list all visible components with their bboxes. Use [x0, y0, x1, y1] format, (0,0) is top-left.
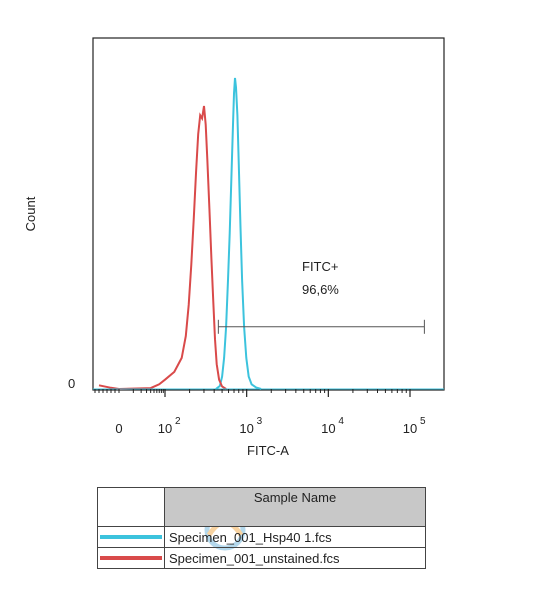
legend-header: Sample Name [164, 487, 426, 527]
legend-sample-name: Specimen_001_unstained.fcs [164, 547, 426, 569]
legend-sample-name: Specimen_001_Hsp40 1.fcs [164, 526, 426, 548]
y-tick-zero: 0 [68, 376, 75, 391]
legend-row: Specimen_001_Hsp40 1.fcs [97, 526, 426, 548]
legend-swatch-unstained [100, 556, 162, 560]
legend-swatch-hsp40 [100, 535, 162, 539]
series-line-1 [98, 105, 227, 391]
x-axis-label: FITC-A [247, 443, 289, 458]
legend-header-blank [97, 487, 165, 527]
legend-swatch-cell [97, 547, 165, 569]
legend-row: Specimen_001_unstained.fcs [97, 547, 426, 569]
gate-layer: FITC+ 96,6% [217, 259, 425, 334]
x-tick-label: 10 [239, 421, 253, 436]
legend-table: Sample Name Specimen_001_Hsp40 1.fcs Spe… [97, 487, 426, 569]
x-tick-label: 10 [158, 421, 172, 436]
plot-frame [92, 37, 445, 391]
x-tick-exponent: 3 [257, 416, 263, 427]
x-axis: 0 10 2 10 3 10 4 10 5 [94, 389, 426, 436]
x-tick-label: 10 [403, 421, 417, 436]
x-tick-exponent: 5 [420, 416, 426, 427]
legend-swatch-cell [97, 526, 165, 548]
x-tick-exponent: 4 [338, 416, 344, 427]
y-axis-label: Count [23, 196, 38, 231]
x-tick-label: 0 [115, 421, 122, 436]
histogram-chart: FITC+96,6% 0 10 2 10 3 10 4 10 5 0 Count FITC-A [23, 37, 445, 458]
gate-label: FITC+ [302, 259, 338, 274]
x-tick-label: 10 [321, 421, 335, 436]
x-tick-exponent: 2 [175, 416, 181, 427]
series-line-0 [215, 77, 262, 390]
gate-percent: 96,6% [302, 282, 339, 297]
